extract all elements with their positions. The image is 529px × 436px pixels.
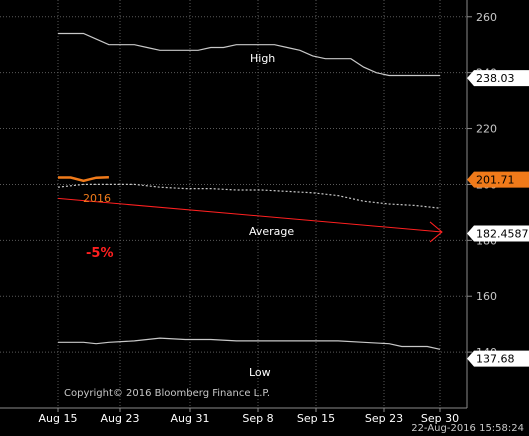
series-line-high — [58, 32, 440, 77]
last-value-badge: 182.4587 — [467, 225, 529, 242]
badge-value: 201.71 — [476, 174, 515, 187]
series-line-low — [58, 337, 441, 350]
last-value-badge: 238.03 — [467, 70, 529, 87]
badge-shape — [467, 70, 529, 87]
x-axis-ticks: Aug 15 Aug 23 Aug 31 Sep 8 Sep 15 Sep 23 Sep 3… — [39, 408, 459, 425]
badge-value: 238.03 — [476, 72, 515, 85]
x-tick-label: Aug 23 — [101, 412, 140, 425]
y-tick-label: 220 — [476, 123, 497, 136]
series-label-average: Average — [249, 225, 294, 238]
badge-value: 182.4587 — [476, 227, 529, 240]
x-tick-label: Sep 8 — [242, 412, 273, 425]
series-label-2016: 2016 — [83, 192, 111, 205]
series-lines — [57, 32, 441, 350]
series-label-low: Low — [249, 366, 271, 379]
trend-arrow-shaft — [57, 197, 443, 233]
series-label-high: High — [250, 52, 275, 65]
trend-arrow — [57, 197, 443, 243]
last-value-badge: 201.71 — [467, 171, 529, 188]
copyright-text: Copyright© 2016 Bloomberg Finance L.P. — [64, 388, 270, 399]
x-tick-label: Aug 31 — [171, 412, 210, 425]
series-line-2016 — [58, 175, 109, 183]
last-value-badge: 137.68 — [467, 350, 529, 367]
trend-arrow-label: -5% — [86, 246, 113, 261]
x-tick-label: Sep 30 — [421, 412, 459, 425]
badge-shape — [467, 350, 529, 367]
badge-value: 137.68 — [476, 353, 515, 366]
last-value-badges: 238.03 201.71 182.4587 137.68 — [467, 70, 529, 367]
timestamp-text: 22-Aug-2016 15:58:24 — [411, 423, 524, 434]
badge-shape — [467, 225, 529, 242]
badge-shape — [467, 171, 529, 188]
x-tick-label: Sep 23 — [365, 412, 403, 425]
trend-arrow-head — [429, 221, 443, 243]
x-tick-label: Sep 15 — [297, 412, 335, 425]
y-tick-label: 260 — [476, 11, 497, 24]
y-tick-label: 160 — [476, 290, 497, 303]
x-tick-label: Aug 15 — [39, 412, 78, 425]
